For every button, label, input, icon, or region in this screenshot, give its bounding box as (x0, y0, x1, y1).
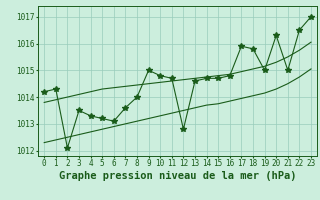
X-axis label: Graphe pression niveau de la mer (hPa): Graphe pression niveau de la mer (hPa) (59, 171, 296, 181)
